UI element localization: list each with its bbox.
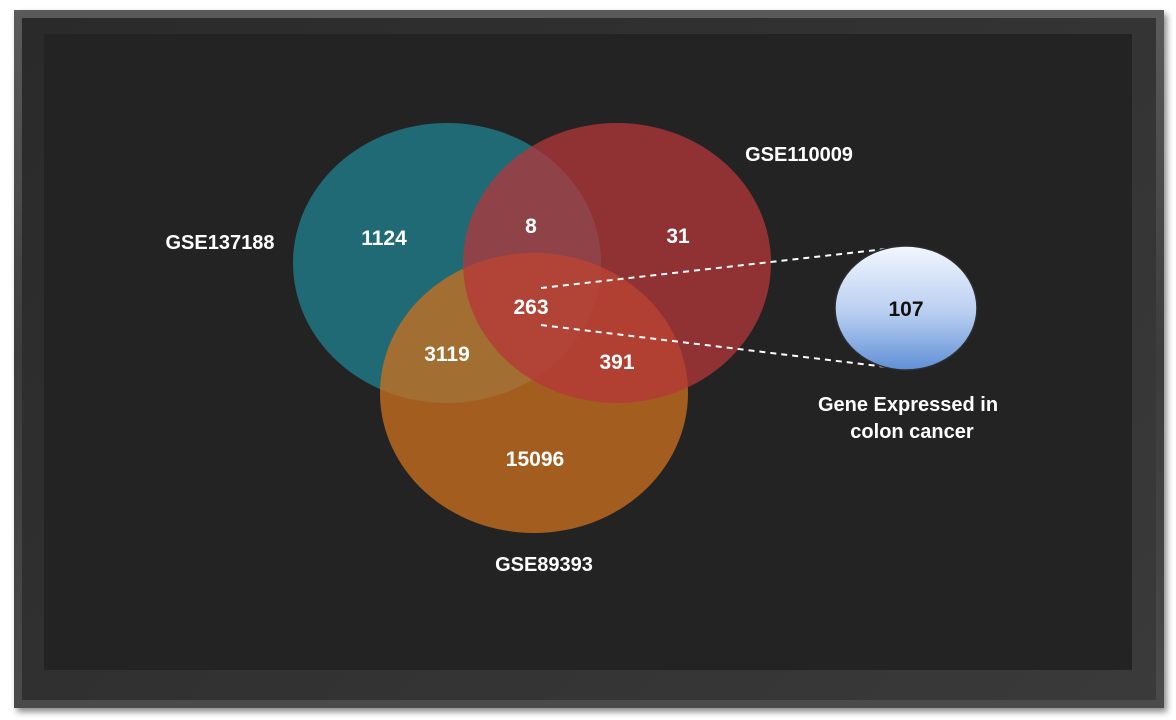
region-count-only-gse110009: 31 [666, 225, 690, 248]
callout-count: 107 [888, 298, 923, 321]
region-count-only-gse137188: 1124 [361, 227, 407, 250]
callout-caption-line2: colon cancer [850, 421, 974, 443]
set-label-gse137188: GSE137188 [166, 232, 275, 254]
set-label-gse89393: GSE89393 [495, 554, 593, 576]
region-count-only-gse89393: 15096 [506, 448, 564, 471]
callout-circle [834, 245, 978, 371]
region-count-gse137188-gse89393: 3119 [424, 343, 470, 366]
region-count-all-three: 263 [513, 296, 548, 319]
set-label-gse110009: GSE110009 [745, 144, 853, 166]
connector-line-bottom [540, 324, 904, 370]
set-circle-gse110009 [463, 123, 771, 403]
region-count-gse137188-gse110009: 8 [525, 215, 537, 238]
region-count-gse110009-gse89393: 391 [599, 351, 634, 374]
callout-caption-line1: Gene Expressed in [818, 394, 998, 416]
connector-line-top [540, 246, 904, 289]
